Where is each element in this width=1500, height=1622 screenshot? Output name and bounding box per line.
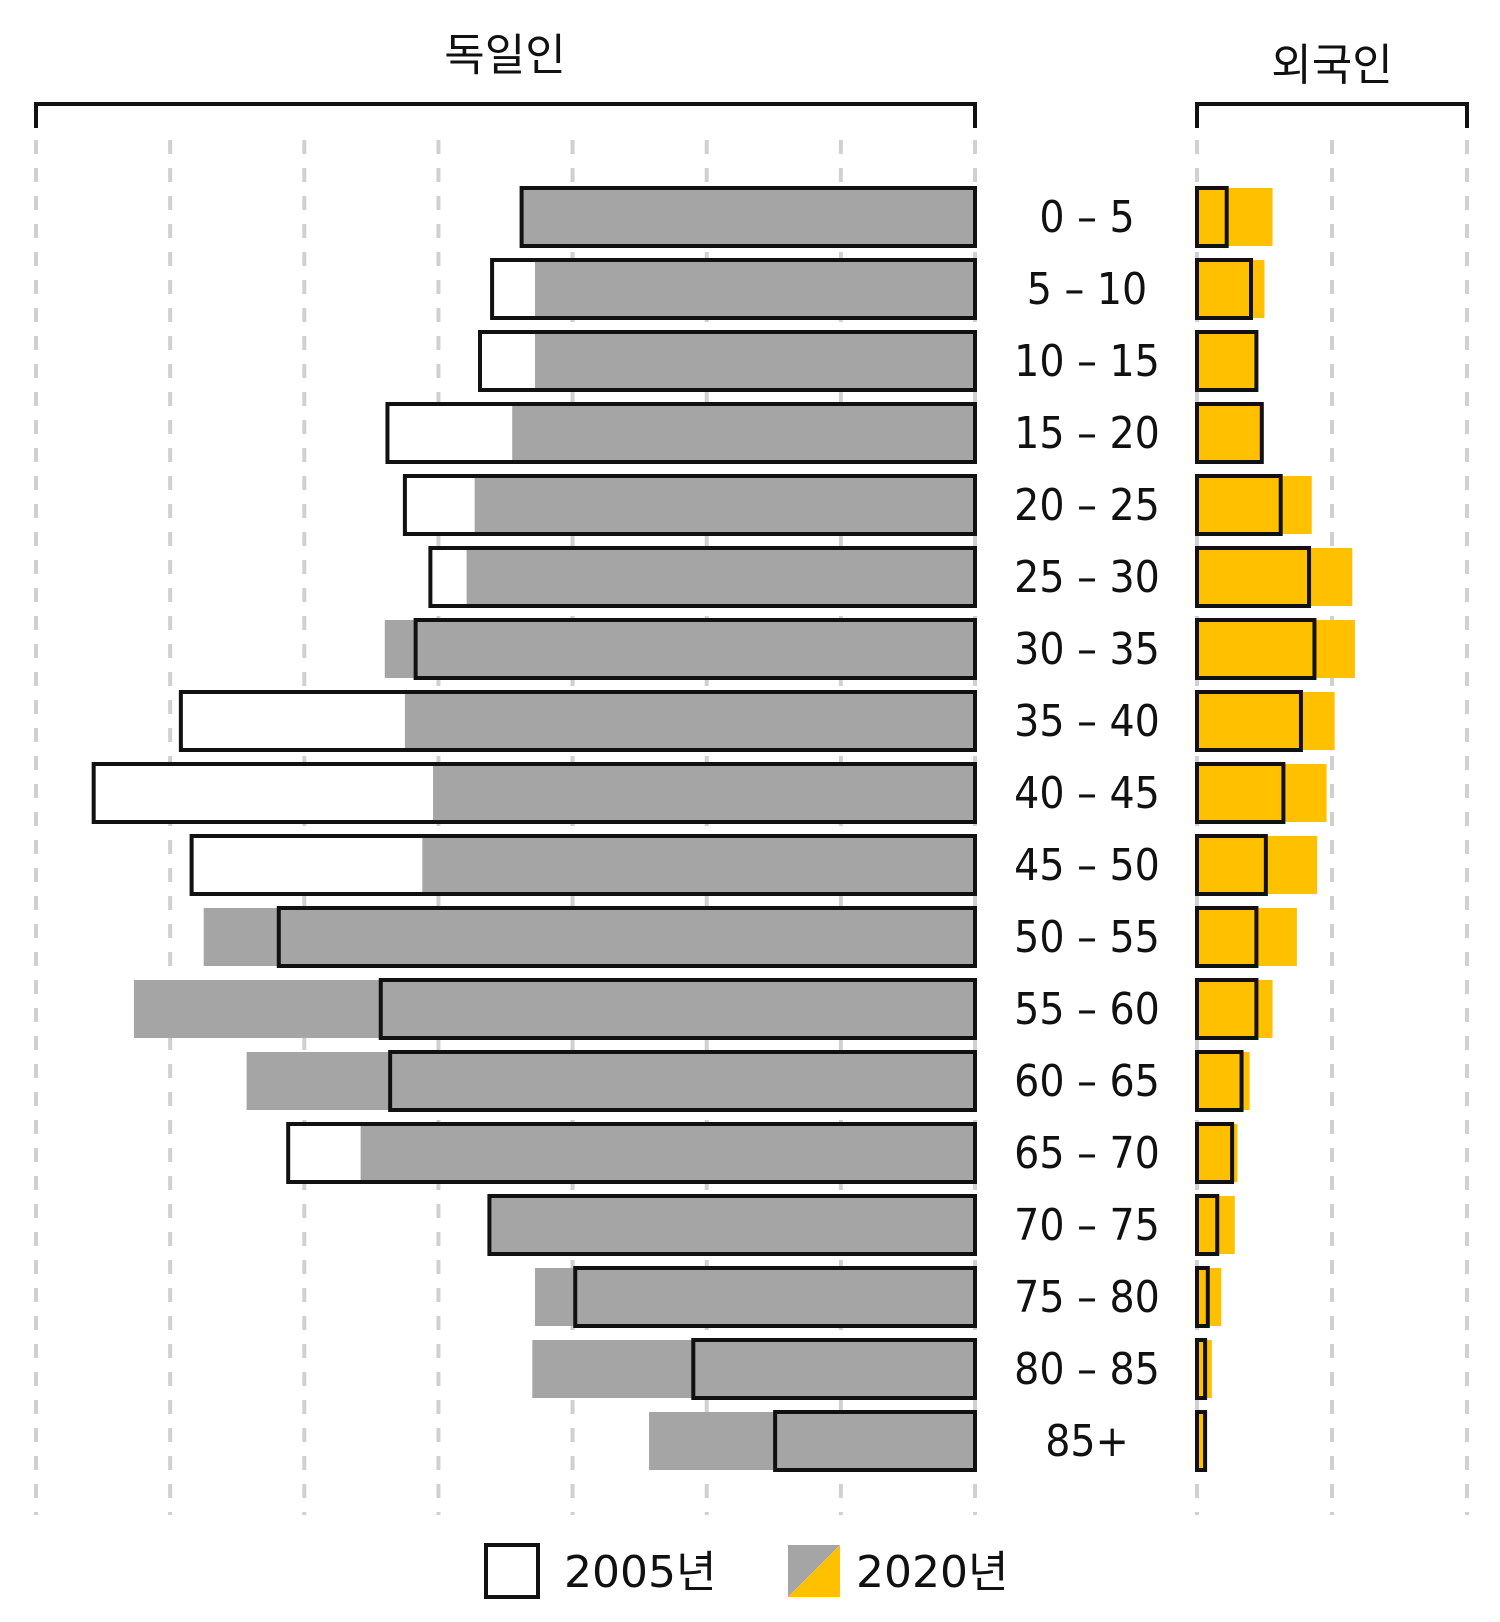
age-group-label: 5 – 10 bbox=[1027, 264, 1147, 315]
german-2020-bar bbox=[422, 836, 975, 894]
foreign-2005-bar bbox=[1195, 690, 1303, 752]
foreign-2005-bar bbox=[1195, 834, 1268, 896]
foreign-2005-bar bbox=[1195, 906, 1259, 968]
foreign-2020-bar bbox=[1197, 692, 1335, 750]
german-2020-bar bbox=[535, 260, 975, 318]
foreign-2005-bar bbox=[1195, 1050, 1244, 1112]
foreign-2020-bar bbox=[1197, 980, 1273, 1038]
age-group-labels: 0 – 5 5 – 10 10 – 15 15 – 20 20 – 25 25 – 30 3… bbox=[1014, 192, 1160, 1467]
german-panel-bracket bbox=[34, 102, 977, 128]
panel-brackets bbox=[34, 102, 1469, 128]
foreign-2020-bar bbox=[1197, 1412, 1206, 1470]
foreign-2020-bar bbox=[1197, 476, 1312, 534]
german-2020-bar bbox=[203, 908, 975, 966]
german-2005-bar bbox=[402, 474, 977, 536]
legend: 2005년 2020년 bbox=[484, 1543, 1008, 1599]
foreign-2005-bar bbox=[1195, 1266, 1210, 1328]
german-2005-bar bbox=[691, 1338, 977, 1400]
foreign-2005-bar bbox=[1195, 1410, 1208, 1472]
age-group-label: 65 – 70 bbox=[1014, 1128, 1160, 1179]
legend-label-2005: 2005년 bbox=[564, 1547, 716, 1598]
age-group-label: 25 – 30 bbox=[1014, 552, 1160, 603]
german-2005-bar bbox=[286, 1122, 977, 1184]
german-2020-bar bbox=[360, 1124, 975, 1182]
age-group-label: 50 – 55 bbox=[1014, 912, 1160, 963]
foreign-2020-bar bbox=[1197, 764, 1327, 822]
foreign-2005-bar bbox=[1195, 546, 1312, 608]
foreign-2005-bar bbox=[1195, 1194, 1220, 1256]
german-2020-bar bbox=[649, 1412, 975, 1470]
foreign-2005-bar bbox=[1195, 762, 1286, 824]
german-2020-bar bbox=[433, 764, 975, 822]
bars bbox=[91, 186, 1355, 1472]
age-group-label: 35 – 40 bbox=[1014, 696, 1160, 747]
german-2020-bar bbox=[532, 1340, 975, 1398]
german-2005-bar bbox=[385, 402, 977, 464]
german-2020-bar bbox=[384, 620, 975, 678]
age-group-label: 40 – 45 bbox=[1014, 768, 1160, 819]
foreign-2020-bar bbox=[1197, 908, 1297, 966]
age-group-label: 75 – 80 bbox=[1014, 1272, 1160, 1323]
german-2005-bar bbox=[91, 762, 977, 824]
foreign-2020-bar bbox=[1197, 260, 1265, 318]
age-group-label: 45 – 50 bbox=[1014, 840, 1160, 891]
german-2005-bar bbox=[178, 690, 978, 752]
foreign-panel-bracket bbox=[1195, 102, 1469, 128]
german-2020-bar bbox=[535, 1268, 975, 1326]
foreign-2005-bar bbox=[1195, 1338, 1208, 1400]
foreign-2005-bar bbox=[1195, 1122, 1235, 1184]
age-group-label: 30 – 35 bbox=[1014, 624, 1160, 675]
german-2005-bar bbox=[478, 330, 977, 392]
foreign-2020-bar bbox=[1197, 548, 1353, 606]
german-2020-bar bbox=[246, 1052, 976, 1110]
foreign-2005-bar bbox=[1195, 258, 1253, 320]
german-2020-bar bbox=[521, 188, 975, 246]
german-2005-bar bbox=[276, 906, 977, 968]
german-2005-bar bbox=[413, 618, 978, 680]
foreign-2005-bar bbox=[1195, 402, 1264, 464]
legend-swatch-2020 bbox=[788, 1545, 840, 1597]
age-group-label: 60 – 65 bbox=[1014, 1056, 1160, 1107]
german-panel-title: 독일인 bbox=[444, 30, 565, 81]
foreign-2005-bar bbox=[1195, 330, 1259, 392]
german-2020-bar bbox=[489, 1196, 975, 1254]
age-group-label: 15 – 20 bbox=[1014, 408, 1160, 459]
german-2005-bar bbox=[490, 258, 977, 320]
age-group-label: 80 – 85 bbox=[1014, 1344, 1160, 1395]
foreign-2020-bar bbox=[1197, 620, 1355, 678]
german-2005-bar bbox=[573, 1266, 977, 1328]
legend-label-2020: 2020년 bbox=[856, 1547, 1008, 1598]
foreign-2005-bar bbox=[1195, 618, 1317, 680]
age-group-label: 85+ bbox=[1045, 1416, 1129, 1467]
foreign-2005-bar bbox=[1195, 978, 1259, 1040]
german-2005-bar bbox=[189, 834, 977, 896]
german-2020-bar bbox=[512, 404, 975, 462]
foreign-2020-bar bbox=[1197, 836, 1318, 894]
german-2020-bar bbox=[535, 332, 975, 390]
german-2020-bar bbox=[404, 692, 976, 750]
age-group-label: 55 – 60 bbox=[1014, 984, 1160, 1035]
german-2005-bar bbox=[378, 978, 977, 1040]
foreign-2005-bar bbox=[1195, 186, 1229, 248]
age-group-label: 10 – 15 bbox=[1014, 336, 1160, 387]
foreign-panel-title: 외국인 bbox=[1271, 40, 1392, 91]
legend-swatch-2005 bbox=[484, 1543, 540, 1599]
german-2005-bar bbox=[773, 1410, 977, 1472]
german-2005-bar bbox=[388, 1050, 977, 1112]
foreign-2005-bar bbox=[1195, 474, 1283, 536]
foreign-2020-bar bbox=[1197, 332, 1257, 390]
german-2005-bar bbox=[519, 186, 978, 248]
age-group-label: 0 – 5 bbox=[1039, 192, 1134, 243]
german-2020-bar bbox=[474, 476, 975, 534]
german-2020-bar bbox=[466, 548, 975, 606]
german-2020-bar bbox=[133, 980, 975, 1038]
age-group-label: 70 – 75 bbox=[1014, 1200, 1160, 1251]
age-group-label: 20 – 25 bbox=[1014, 480, 1160, 531]
german-2005-bar bbox=[428, 546, 977, 608]
foreign-2020-bar bbox=[1197, 404, 1262, 462]
foreign-2020-bar bbox=[1197, 188, 1273, 246]
german-2005-bar bbox=[487, 1194, 977, 1256]
